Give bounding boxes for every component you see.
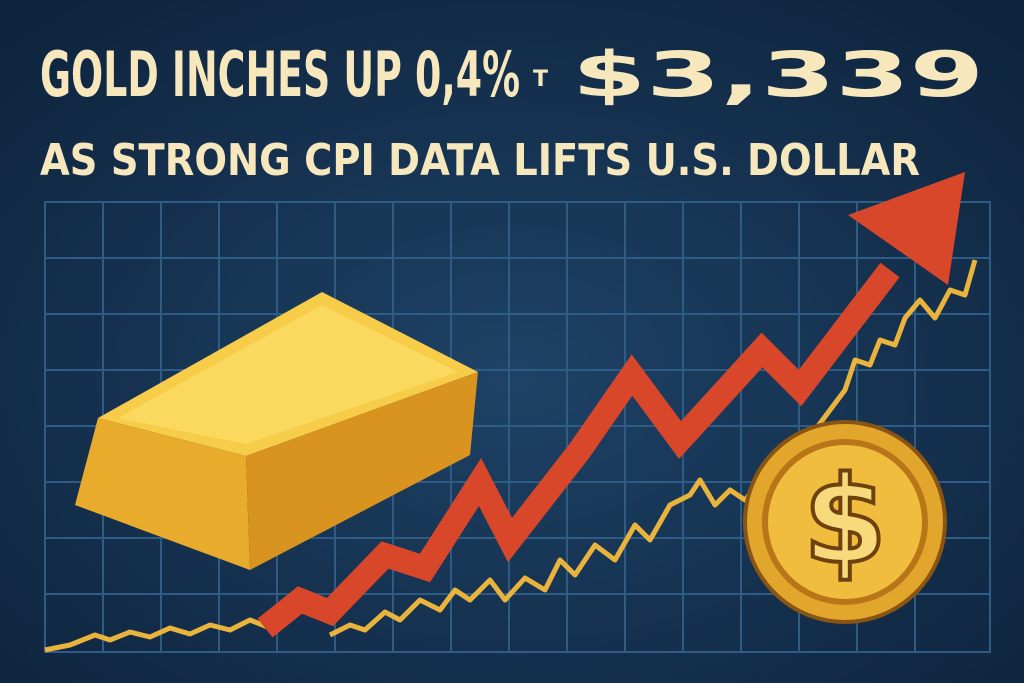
headline-line2: AS STRONG CPI DATA LIFTS U.S. DOLLAR (40, 135, 920, 186)
gold-bar (75, 292, 478, 570)
headline-price: $3,339 (572, 38, 984, 111)
price-line (44, 617, 271, 653)
dollar-coin: $ (743, 420, 947, 624)
price-line (328, 259, 978, 638)
arrow-head (848, 172, 965, 285)
headline-connector: T (533, 67, 548, 92)
coin-symbol: $ (803, 452, 887, 591)
trend-arrow (257, 262, 900, 638)
headline-line1: GOLD INCHES UP 0,4% (40, 38, 520, 111)
